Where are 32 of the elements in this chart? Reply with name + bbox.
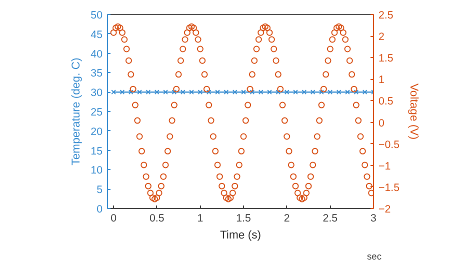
y2-tick-label: 2 — [378, 31, 384, 44]
y2-tick-label: −2 — [378, 204, 391, 216]
x-tick-label: 2 — [284, 212, 290, 224]
y2-tick-label: 1.5 — [378, 52, 394, 65]
y-tick-label: 45 — [90, 28, 103, 41]
y2-axis-title: Voltage (V) — [408, 83, 420, 140]
y-tick-label: 15 — [90, 145, 103, 158]
y2-tick-label: 0.5 — [378, 96, 394, 108]
x-axis-title: Time (s) — [220, 230, 262, 242]
y-tick-label: 5 — [96, 184, 103, 196]
y-tick-label: 0 — [96, 204, 103, 216]
x-tick-label: 1 — [197, 212, 204, 224]
y-axis-title: Temperature (deg. C) — [70, 57, 83, 166]
x-tick-label: 2.5 — [322, 212, 338, 224]
y-tick-label: 30 — [90, 87, 103, 100]
y-tick-label: 20 — [90, 126, 103, 138]
x-tick-label: 1.5 — [236, 212, 252, 224]
y2-tick-label: −0.5 — [378, 138, 400, 151]
y-tick-label: 40 — [90, 48, 103, 60]
y-tick-label: 10 — [90, 164, 103, 177]
text: sec — [366, 252, 382, 262]
x-tick-label: 3 — [370, 212, 377, 224]
y2-tick-label: −1.5 — [378, 182, 400, 194]
y2-tick-label: 2.5 — [378, 10, 394, 22]
x-tick-label: 0.5 — [149, 212, 164, 224]
y2-tick-label: 0 — [378, 117, 384, 130]
y2-tick-label: −1 — [378, 160, 391, 172]
x-tick-label: 0 — [110, 212, 117, 224]
y-tick-label: 25 — [90, 106, 103, 118]
y2-tick-label: 1 — [378, 74, 384, 86]
y-tick-label: 50 — [90, 10, 103, 22]
y-tick-label: 35 — [90, 68, 103, 80]
